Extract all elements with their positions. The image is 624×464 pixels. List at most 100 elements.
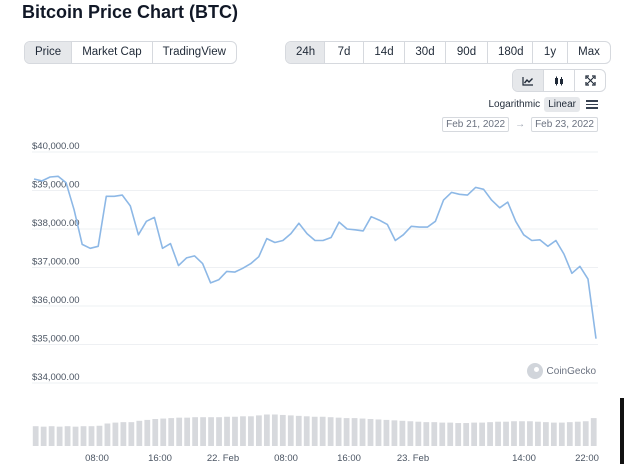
volume-bar (335, 417, 342, 446)
range-24h[interactable]: 24h (286, 42, 324, 63)
candlestick-icon (555, 76, 563, 85)
volume-bar (263, 414, 270, 446)
volume-bar (367, 419, 374, 446)
volume-bar (439, 422, 446, 446)
volume-bar (112, 422, 119, 446)
volume-bar (391, 420, 398, 446)
volume-bar (184, 417, 191, 446)
volume-bar (415, 421, 422, 446)
volume-bar (136, 420, 143, 446)
volume-bar (319, 416, 326, 446)
window-edge (620, 398, 624, 464)
x-tick-label: 22. Feb (207, 453, 239, 464)
volume-bar (72, 426, 79, 446)
volume-bar (535, 421, 541, 446)
volume-bar (487, 422, 493, 446)
line-chart-icon (522, 76, 533, 86)
volume-bar (279, 414, 286, 446)
volume-bar (407, 421, 414, 446)
volume-bar (511, 421, 517, 446)
volume-bar (96, 425, 103, 446)
volume-bar (88, 426, 95, 446)
volume-bar (152, 419, 159, 446)
coingecko-watermark: CoinGecko (526, 363, 596, 379)
volume-bar (224, 416, 230, 446)
volume-bar (471, 422, 478, 446)
volume-bar (56, 426, 63, 446)
volume-bar (287, 415, 294, 446)
x-tick-label: 22:00 (575, 453, 599, 464)
date-from-input[interactable]: Feb 21, 2022 (442, 117, 510, 132)
range-14d[interactable]: 14d (363, 42, 404, 63)
volume-bar (566, 422, 573, 446)
x-tick-label: 16:00 (148, 453, 172, 464)
volume-bar (303, 416, 310, 446)
volume-bar (200, 417, 206, 446)
chart-type-toggle (512, 69, 606, 92)
x-tick-label: 16:00 (337, 453, 361, 464)
y-tick-label: $34,000.00 (32, 372, 80, 383)
date-to-input[interactable]: Feb 23, 2022 (531, 117, 598, 132)
volume-bar (311, 416, 318, 446)
y-tick-label: $40,000.00 (32, 141, 80, 152)
volume-bar (248, 416, 254, 446)
fullscreen-button[interactable] (574, 70, 605, 91)
range-max[interactable]: Max (567, 42, 610, 63)
view-tabs: Price Market Cap TradingView (24, 41, 237, 64)
volume-bar (550, 422, 557, 446)
page-title: Bitcoin Price Chart (BTC) (22, 2, 239, 22)
y-tick-label: $39,000.00 (32, 180, 80, 191)
tab-price[interactable]: Price (25, 42, 72, 63)
y-tick-label: $38,000.00 (32, 218, 80, 229)
volume-bar (503, 421, 509, 446)
volume-bar (343, 418, 350, 446)
scale-logarithmic[interactable]: Logarithmic (488, 99, 541, 110)
volume-bar (479, 422, 485, 446)
volume-bar (40, 426, 47, 446)
volume-bar (32, 426, 39, 446)
volume-bar (399, 420, 406, 446)
arrow-right-icon: → (515, 119, 526, 130)
scale-linear[interactable]: Linear (544, 97, 580, 112)
volume-bar (327, 417, 334, 446)
volume-bar (256, 415, 262, 446)
volume-bar (232, 416, 238, 446)
volume-bar (295, 415, 302, 446)
volume-bar (455, 423, 462, 446)
range-90d[interactable]: 90d (445, 42, 487, 63)
volume-bar (519, 421, 525, 446)
x-tick-label: 08:00 (85, 453, 109, 464)
volume-bar (120, 422, 127, 446)
volume-bar (271, 414, 278, 446)
range-1y[interactable]: 1y (532, 42, 567, 63)
date-range: Feb 21, 2022 → Feb 23, 2022 (442, 117, 598, 132)
volume-bar (351, 418, 358, 446)
volume-bar (375, 419, 382, 446)
line-chart-button[interactable] (513, 70, 543, 91)
y-tick-label: $37,000.00 (32, 257, 80, 268)
volume-bar (542, 422, 549, 446)
x-tick-label: 08:00 (274, 453, 298, 464)
candlestick-button[interactable] (543, 70, 574, 91)
x-tick-label: 14:00 (512, 453, 536, 464)
tab-tradingview[interactable]: TradingView (151, 42, 236, 63)
volume-bar (495, 421, 501, 446)
volume-bar (463, 423, 470, 446)
volume-bar (590, 418, 597, 446)
volume-bar (423, 422, 430, 446)
range-tabs: 24h 7d 14d 30d 90d 180d 1y Max (285, 41, 611, 64)
range-7d[interactable]: 7d (324, 42, 363, 63)
volume-bar (574, 421, 581, 446)
volume-bar (383, 419, 390, 446)
volume-bar (48, 426, 55, 446)
volume-bar (168, 418, 175, 446)
range-30d[interactable]: 30d (404, 42, 445, 63)
tab-market-cap[interactable]: Market Cap (71, 42, 151, 63)
range-180d[interactable]: 180d (487, 42, 532, 63)
volume-bar (558, 422, 565, 446)
hamburger-menu-icon[interactable] (586, 98, 598, 111)
volume-bar (447, 422, 454, 446)
x-tick-label: 23. Feb (397, 453, 429, 464)
volume-bar (80, 426, 87, 446)
